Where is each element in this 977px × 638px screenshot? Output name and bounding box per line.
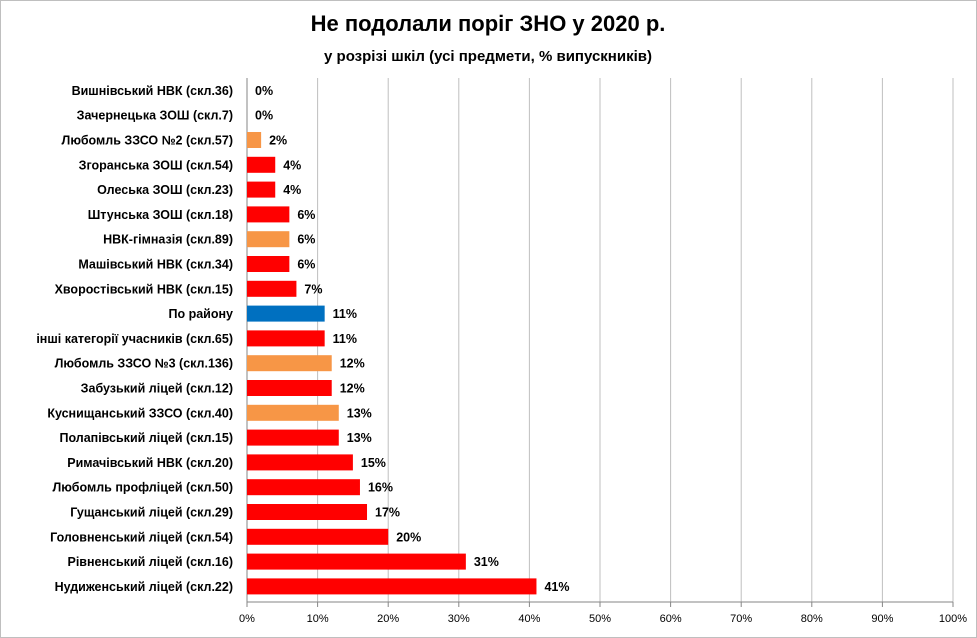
bar: [247, 256, 290, 272]
bar: [247, 553, 466, 570]
x-tick-label: 70%: [730, 613, 752, 625]
x-axis: 0% 10% 20% 30% 40% 50% 60% 70% 80% 90% 100%: [239, 601, 967, 625]
bar: [247, 330, 325, 347]
bar: [247, 429, 339, 446]
category-label: Забузький ліцей (скл.12): [81, 382, 233, 396]
data-label: 16%: [368, 481, 393, 495]
data-label: 11%: [333, 307, 357, 321]
category-label: Любомль ЗЗСО №3 (скл.136): [55, 357, 233, 371]
data-label: 12%: [340, 382, 365, 396]
bar: [247, 305, 325, 322]
x-tick-label: 10%: [307, 613, 329, 625]
category-label: НВК-гімназія (скл.89): [103, 233, 233, 247]
category-label: Вишнівський НВК (скл.36): [72, 84, 233, 98]
bar: [247, 528, 389, 545]
chart-title: Не подолали поріг ЗНО у 2020 р.: [311, 11, 666, 36]
data-label: 4%: [283, 158, 301, 172]
x-tick-label: 30%: [448, 613, 470, 625]
category-label: По району: [168, 307, 233, 321]
bar: [247, 280, 297, 297]
bar: [247, 454, 353, 471]
data-label: 41%: [544, 580, 569, 594]
bar: [247, 578, 537, 595]
x-tick-label: 80%: [801, 613, 823, 625]
category-label: інші категорії учасників (скл.65): [36, 332, 233, 346]
data-label: 7%: [304, 282, 322, 296]
data-label: 12%: [340, 357, 365, 371]
data-label: 6%: [297, 208, 315, 222]
bar: [247, 479, 360, 496]
data-label: 6%: [297, 233, 315, 247]
data-label: 20%: [396, 530, 421, 544]
category-label: Рівненський ліцей (скл.16): [68, 555, 234, 569]
data-label: 0%: [255, 84, 273, 98]
category-label: Штунська ЗОШ (скл.18): [88, 208, 233, 222]
bar: [247, 206, 290, 223]
bar: [247, 156, 276, 173]
data-label: 13%: [347, 431, 372, 445]
x-tick-label: 60%: [660, 613, 682, 625]
bars: [247, 132, 537, 595]
category-label: Полапівський ліцей (скл.15): [59, 431, 233, 445]
category-label: Машівський НВК (скл.34): [78, 258, 233, 272]
data-label: 17%: [375, 506, 400, 520]
category-label: Нудиженський ліцей (скл.22): [55, 580, 233, 594]
data-labels: 0% 0% 2% 4% 4% 6% 6% 6% 7% 11% 11% 12% 12% 13% 13% 15% 1…: [255, 84, 569, 594]
category-label: Згоранська ЗОШ (скл.54): [79, 158, 233, 172]
category-label: Гущанський ліцей (скл.29): [70, 506, 233, 520]
category-label: Хворостівський НВК (скл.15): [55, 282, 233, 296]
data-label: 2%: [269, 134, 287, 148]
data-label: 11%: [333, 332, 357, 346]
data-label: 0%: [255, 109, 273, 123]
category-label: Головненський ліцей (скл.54): [50, 530, 233, 544]
data-label: 31%: [474, 555, 499, 569]
bar: [247, 380, 332, 396]
data-label: 13%: [347, 406, 372, 420]
category-labels: Вишнівський НВК (скл.36) Зачернецька ЗОШ …: [36, 84, 233, 594]
data-label: 6%: [297, 258, 315, 272]
bar: [247, 404, 339, 421]
bar: [247, 181, 276, 198]
category-label: Римачівський НВК (скл.20): [67, 456, 233, 470]
bar: [247, 231, 290, 248]
x-tick-label: 100%: [939, 613, 967, 625]
x-tick-label: 0%: [239, 613, 255, 625]
x-tick-label: 50%: [589, 613, 611, 625]
category-label: Любомль профліцей (скл.50): [53, 481, 233, 495]
category-label: Куснищанський ЗЗСО (скл.40): [47, 406, 233, 420]
bar: [247, 132, 262, 148]
category-label: Любомль ЗЗСО №2 (скл.57): [62, 134, 233, 148]
x-tick-label: 40%: [518, 613, 540, 625]
bar: [247, 504, 368, 520]
data-label: 15%: [361, 456, 386, 470]
bar: [247, 355, 332, 372]
category-label: Олеська ЗОШ (скл.23): [97, 183, 233, 197]
x-tick-label: 20%: [377, 613, 399, 625]
category-label: Зачернецька ЗОШ (скл.7): [77, 109, 233, 123]
chart-subtitle: у розрізі шкіл (усі предмети, % випускни…: [324, 48, 652, 65]
data-label: 4%: [283, 183, 301, 197]
x-tick-label: 90%: [871, 613, 893, 625]
